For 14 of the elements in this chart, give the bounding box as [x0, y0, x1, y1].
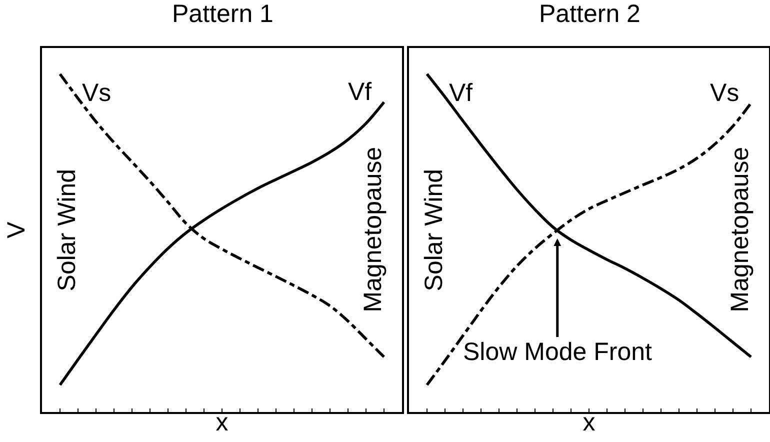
- annotation: Magnetopause: [359, 146, 388, 312]
- chart-title: Pattern 1: [172, 0, 274, 28]
- series-label: Vf: [348, 78, 372, 106]
- x-axis-title: x: [582, 408, 596, 436]
- annotation: Magnetopause: [726, 146, 754, 312]
- series-label: Vs: [82, 79, 112, 107]
- annotation: Slow Mode Front: [463, 338, 652, 366]
- x-axis-title: x: [216, 408, 229, 436]
- chart-title: Pattern 2: [539, 0, 640, 28]
- series-label: Vs: [710, 79, 740, 107]
- series-label: Vf: [449, 79, 473, 107]
- annotation: Solar Wind: [420, 168, 448, 292]
- y-axis-title: V: [2, 221, 30, 238]
- annotation: Solar Wind: [53, 168, 82, 292]
